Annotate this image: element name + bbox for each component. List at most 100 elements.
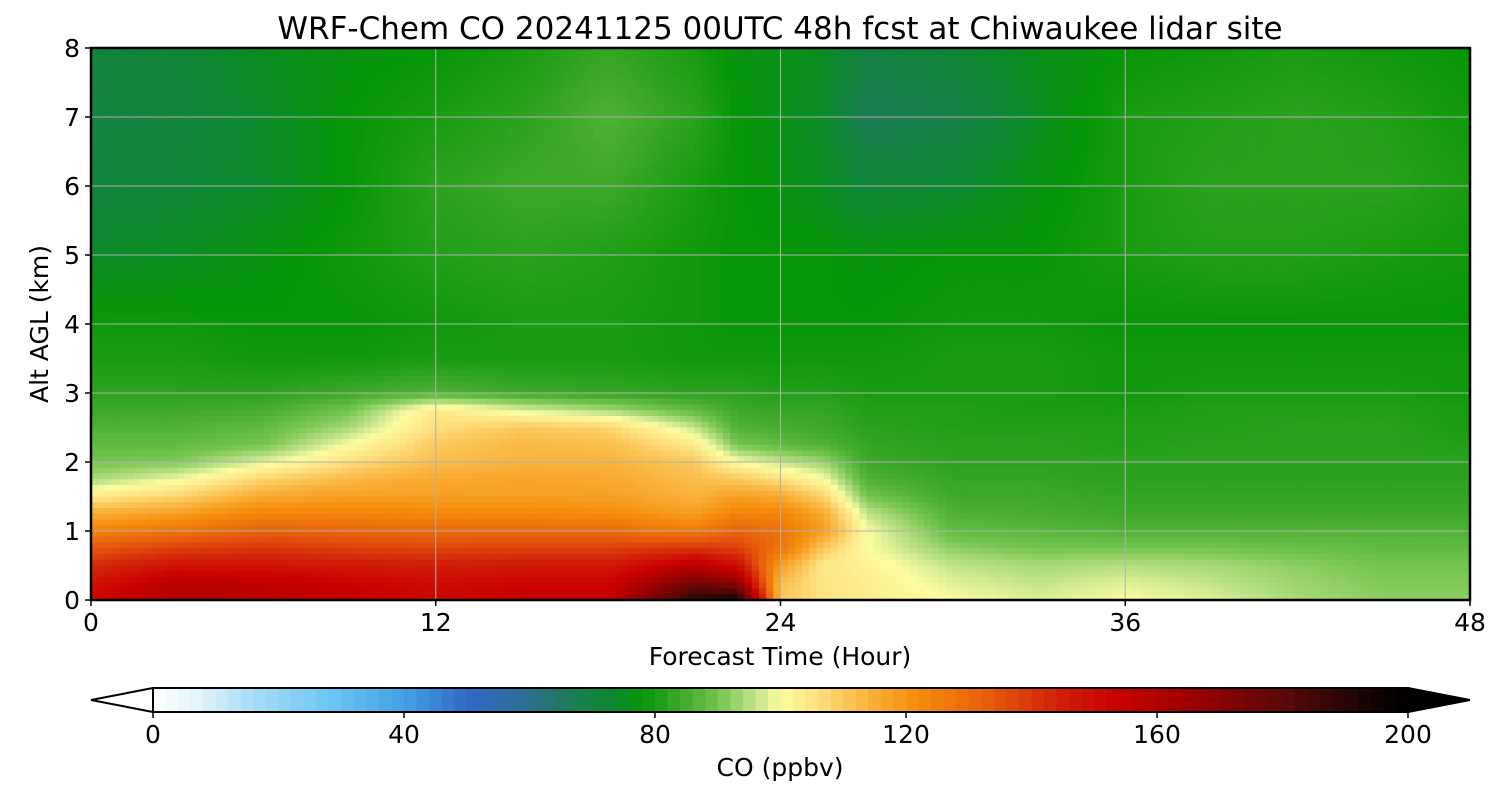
- heatmap-cell: [1017, 122, 1026, 130]
- heatmap-cell: [170, 157, 178, 164]
- heatmap-cell: [1441, 180, 1450, 187]
- heatmap-cell: [651, 174, 659, 181]
- heatmap-cell: [916, 82, 925, 89]
- heatmap-cell: [450, 191, 458, 199]
- heatmap-cell: [1419, 117, 1428, 124]
- heatmap-cell: [1405, 88, 1414, 95]
- heatmap-cell: [421, 48, 430, 55]
- heatmap-cell: [1254, 128, 1263, 135]
- heatmap-cell: [134, 94, 142, 101]
- heatmap-cell: [952, 186, 961, 193]
- heatmap-cell: [737, 168, 746, 176]
- heatmap-cell: [234, 151, 243, 158]
- heatmap-cell: [126, 174, 135, 181]
- heatmap-cell: [909, 111, 918, 118]
- heatmap-cell: [428, 59, 437, 66]
- heatmap-cell: [263, 145, 272, 153]
- heatmap-cell: [1283, 163, 1292, 170]
- heatmap-cell: [809, 134, 818, 141]
- heatmap-cell: [1383, 157, 1392, 164]
- heatmap-cell: [787, 111, 796, 118]
- heatmap-cell: [1398, 157, 1406, 164]
- heatmap-cell: [845, 76, 853, 84]
- heatmap-cell: [1419, 48, 1428, 55]
- heatmap-cell: [1017, 157, 1026, 164]
- heatmap-cell: [1003, 94, 1011, 101]
- heatmap-cell: [1067, 134, 1076, 141]
- heatmap-cell: [1074, 53, 1083, 61]
- heatmap-cell: [184, 65, 193, 72]
- heatmap-cell: [1211, 94, 1220, 101]
- heatmap-cell: [909, 174, 918, 181]
- heatmap-cell: [1297, 65, 1306, 72]
- heatmap-cell: [1118, 140, 1126, 147]
- heatmap-cell: [579, 117, 588, 124]
- heatmap-cell: [428, 145, 437, 153]
- heatmap-cell: [1419, 88, 1428, 95]
- heatmap-cell: [270, 111, 279, 118]
- heatmap-cell: [701, 88, 710, 95]
- heatmap-cell: [450, 76, 458, 84]
- heatmap-cell: [1355, 128, 1363, 135]
- heatmap-cell: [1082, 151, 1090, 158]
- heatmap-cell: [457, 82, 466, 89]
- heatmap-cell: [435, 180, 444, 187]
- heatmap-cell: [1003, 105, 1011, 112]
- heatmap-cell: [679, 59, 688, 66]
- heatmap-cell: [931, 76, 940, 84]
- heatmap-cell: [981, 145, 990, 153]
- heatmap-cell: [1039, 111, 1047, 118]
- heatmap-cell: [306, 145, 315, 153]
- heatmap-cell: [679, 174, 688, 181]
- heatmap-cell: [1247, 99, 1256, 107]
- heatmap-cell: [363, 82, 372, 89]
- heatmap-cell: [1290, 82, 1299, 89]
- heatmap-cell: [995, 111, 1004, 118]
- heatmap-cell: [1232, 59, 1241, 66]
- heatmap-cell: [1376, 191, 1385, 199]
- heatmap-cell: [112, 174, 121, 181]
- heatmap-cell: [457, 117, 466, 124]
- heatmap-cell: [371, 105, 379, 112]
- heatmap-cell: [1340, 111, 1349, 118]
- heatmap-cell: [773, 76, 782, 84]
- heatmap-cell: [1010, 163, 1019, 170]
- heatmap-cell: [500, 163, 509, 170]
- heatmap-cell: [414, 180, 422, 187]
- heatmap-cell: [493, 128, 501, 135]
- heatmap-cell: [1003, 59, 1011, 66]
- heatmap-cell: [112, 145, 121, 153]
- heatmap-cell: [1276, 65, 1284, 72]
- heatmap-cell: [823, 99, 832, 107]
- heatmap-cell: [1376, 88, 1385, 95]
- heatmap-cell: [924, 111, 932, 118]
- heatmap-cell: [1039, 88, 1047, 95]
- heatmap-cell: [816, 111, 825, 118]
- heatmap-cell: [802, 71, 810, 78]
- heatmap-cell: [1161, 82, 1169, 89]
- heatmap-cell: [773, 128, 782, 135]
- heatmap-cell: [837, 76, 846, 84]
- heatmap-cell: [644, 122, 652, 130]
- heatmap-cell: [873, 174, 882, 181]
- heatmap-cell: [306, 65, 315, 72]
- heatmap-cell: [241, 191, 250, 199]
- heatmap-cell: [780, 53, 789, 61]
- heatmap-cell: [615, 174, 624, 181]
- heatmap-cell: [1053, 71, 1062, 78]
- heatmap-cell: [1232, 157, 1241, 164]
- heatmap-cell: [450, 180, 458, 187]
- heatmap-cell: [213, 82, 221, 89]
- heatmap-cell: [1096, 163, 1105, 170]
- heatmap-cell: [363, 157, 372, 164]
- heatmap-cell: [1247, 180, 1256, 187]
- heatmap-cell: [960, 105, 968, 112]
- heatmap-cell: [758, 94, 767, 101]
- heatmap-cell: [435, 145, 444, 153]
- heatmap-cell: [1333, 186, 1342, 193]
- heatmap-cell: [1347, 122, 1356, 130]
- heatmap-cell: [816, 105, 825, 112]
- heatmap-cell: [1125, 174, 1134, 181]
- heatmap-cell: [1448, 168, 1457, 176]
- heatmap-cell: [794, 134, 803, 141]
